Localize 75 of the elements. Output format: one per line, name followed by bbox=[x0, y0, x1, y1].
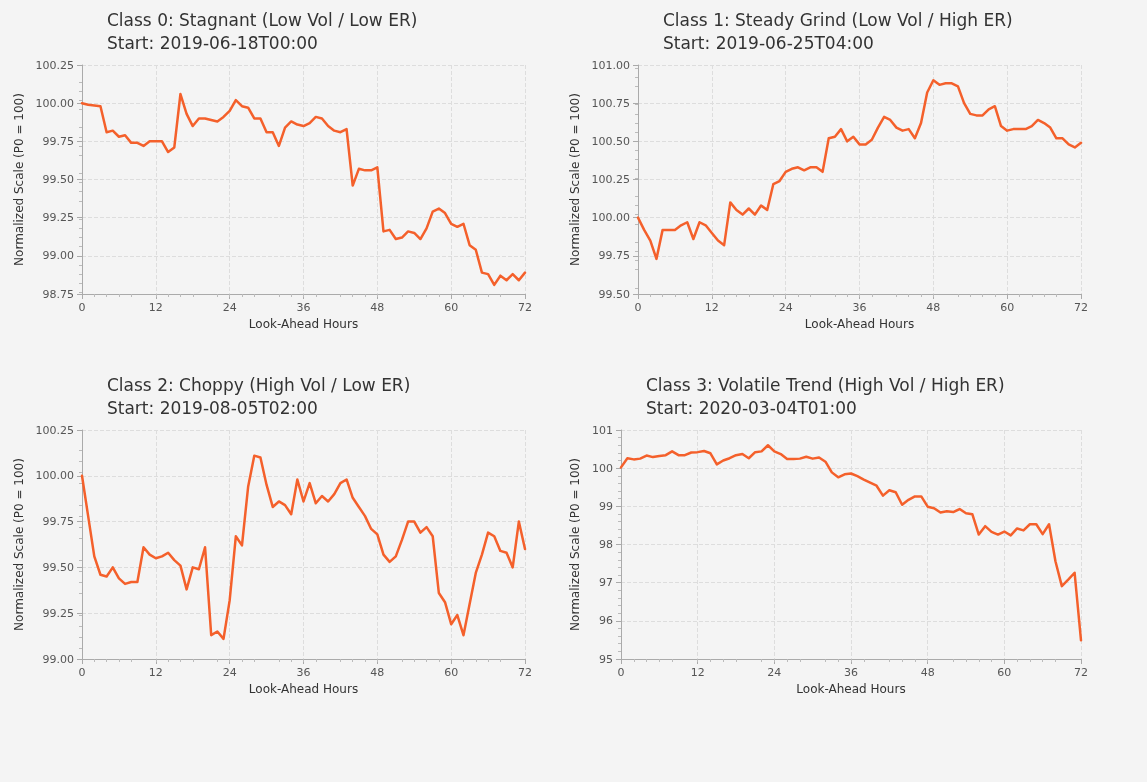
y-tick-label: 100.25 bbox=[591, 173, 630, 186]
x-tick-label: 60 bbox=[444, 666, 459, 679]
y-axis-title: Normalized Scale (P0 = 100) bbox=[11, 458, 26, 631]
x-tick-label: 36 bbox=[296, 301, 311, 314]
y-axis-title: Normalized Scale (P0 = 100) bbox=[567, 93, 582, 266]
chart-title: Class 2: Choppy (High Vol / Low ER) bbox=[107, 374, 411, 395]
line-series bbox=[80, 92, 527, 287]
y-tick-label: 101.00 bbox=[591, 58, 630, 72]
y-tick-label: 100.50 bbox=[591, 134, 630, 148]
y-tick-label: 100.00 bbox=[35, 469, 74, 483]
y-tick-label: 99.50 bbox=[42, 560, 74, 574]
chart-title: Class 1: Steady Grind (Low Vol / High ER) bbox=[663, 9, 1013, 30]
y-tick-label: 100.00 bbox=[35, 96, 74, 110]
x-tick-label: 36 bbox=[852, 301, 867, 314]
y-tick-label: 101 bbox=[592, 423, 613, 437]
y-tick-label: 96 bbox=[599, 614, 613, 628]
x-axis-title: Look-Ahead Hours bbox=[248, 316, 359, 331]
x-tick-label: 72 bbox=[518, 301, 532, 314]
chart-subtitle: Start: 2019-08-05T02:00 bbox=[107, 397, 318, 418]
x-axis-title: Look-Ahead Hours bbox=[248, 681, 359, 696]
x-tick-label: 48 bbox=[370, 666, 385, 679]
x-tick-label: 0 bbox=[617, 666, 625, 679]
x-tick-label: 24 bbox=[222, 666, 237, 679]
y-tick-label: 100 bbox=[592, 461, 613, 475]
x-axis-title: Look-Ahead Hours bbox=[796, 681, 906, 696]
chart-subtitle: Start: 2019-06-18T00:00 bbox=[107, 32, 318, 53]
y-tick-label: 99.75 bbox=[598, 249, 630, 263]
y-tick-label: 99.75 bbox=[42, 515, 74, 529]
y-tick-label: 99.75 bbox=[42, 134, 74, 148]
x-tick-label: 12 bbox=[704, 301, 719, 314]
x-tick-label: 0 bbox=[78, 301, 86, 314]
x-tick-label: 36 bbox=[844, 666, 858, 679]
chart-subtitle: Start: 2019-06-25T04:00 bbox=[663, 32, 874, 53]
x-tick-label: 12 bbox=[690, 666, 705, 679]
x-tick-label: 24 bbox=[778, 301, 793, 314]
y-tick-label: 98 bbox=[599, 538, 613, 551]
line-series bbox=[80, 454, 527, 641]
x-tick-label: 24 bbox=[767, 666, 782, 679]
y-tick-label: 99.00 bbox=[42, 652, 74, 666]
x-tick-label: 60 bbox=[1000, 301, 1015, 314]
y-tick-label: 100.25 bbox=[35, 58, 74, 72]
x-tick-label: 0 bbox=[78, 666, 86, 679]
y-tick-label: 98.75 bbox=[42, 287, 74, 301]
y-tick-label: 99.25 bbox=[42, 606, 74, 620]
x-tick-label: 36 bbox=[296, 666, 311, 679]
y-tick-label: 97 bbox=[599, 576, 613, 590]
x-tick-label: 0 bbox=[634, 301, 642, 314]
y-axis-title: Normalized Scale (P0 = 100) bbox=[568, 458, 583, 631]
chart-title: Class 3: Volatile Trend (High Vol / High ER) bbox=[646, 374, 1005, 395]
line-series bbox=[636, 79, 1083, 261]
x-axis-title: Look-Ahead Hours bbox=[804, 316, 915, 331]
y-tick-label: 100.25 bbox=[35, 423, 74, 437]
y-tick-label: 99.25 bbox=[42, 211, 74, 225]
y-tick-label: 99.00 bbox=[42, 249, 74, 263]
x-tick-label: 12 bbox=[148, 301, 163, 314]
y-tick-label: 99.50 bbox=[598, 287, 630, 301]
x-tick-label: 60 bbox=[997, 666, 1012, 679]
y-tick-label: 99.50 bbox=[42, 173, 74, 186]
x-tick-label: 72 bbox=[1074, 301, 1088, 314]
x-tick-label: 72 bbox=[518, 666, 532, 679]
line-series bbox=[619, 444, 1083, 642]
y-tick-label: 99 bbox=[599, 499, 613, 513]
chart-title: Class 0: Stagnant (Low Vol / Low ER) bbox=[107, 9, 418, 30]
x-tick-label: 60 bbox=[444, 301, 459, 314]
y-tick-label: 100.75 bbox=[591, 96, 630, 110]
x-tick-label: 48 bbox=[920, 666, 935, 679]
chart-subtitle: Start: 2020-03-04T01:00 bbox=[646, 397, 857, 418]
x-tick-label: 48 bbox=[926, 301, 941, 314]
x-tick-label: 72 bbox=[1074, 666, 1088, 679]
y-tick-label: 100.00 bbox=[591, 211, 630, 225]
x-tick-label: 12 bbox=[148, 666, 163, 679]
x-tick-label: 24 bbox=[222, 301, 237, 314]
y-axis-title: Normalized Scale (P0 = 100) bbox=[11, 93, 26, 266]
x-tick-label: 48 bbox=[370, 301, 385, 314]
y-tick-label: 95 bbox=[599, 652, 613, 666]
